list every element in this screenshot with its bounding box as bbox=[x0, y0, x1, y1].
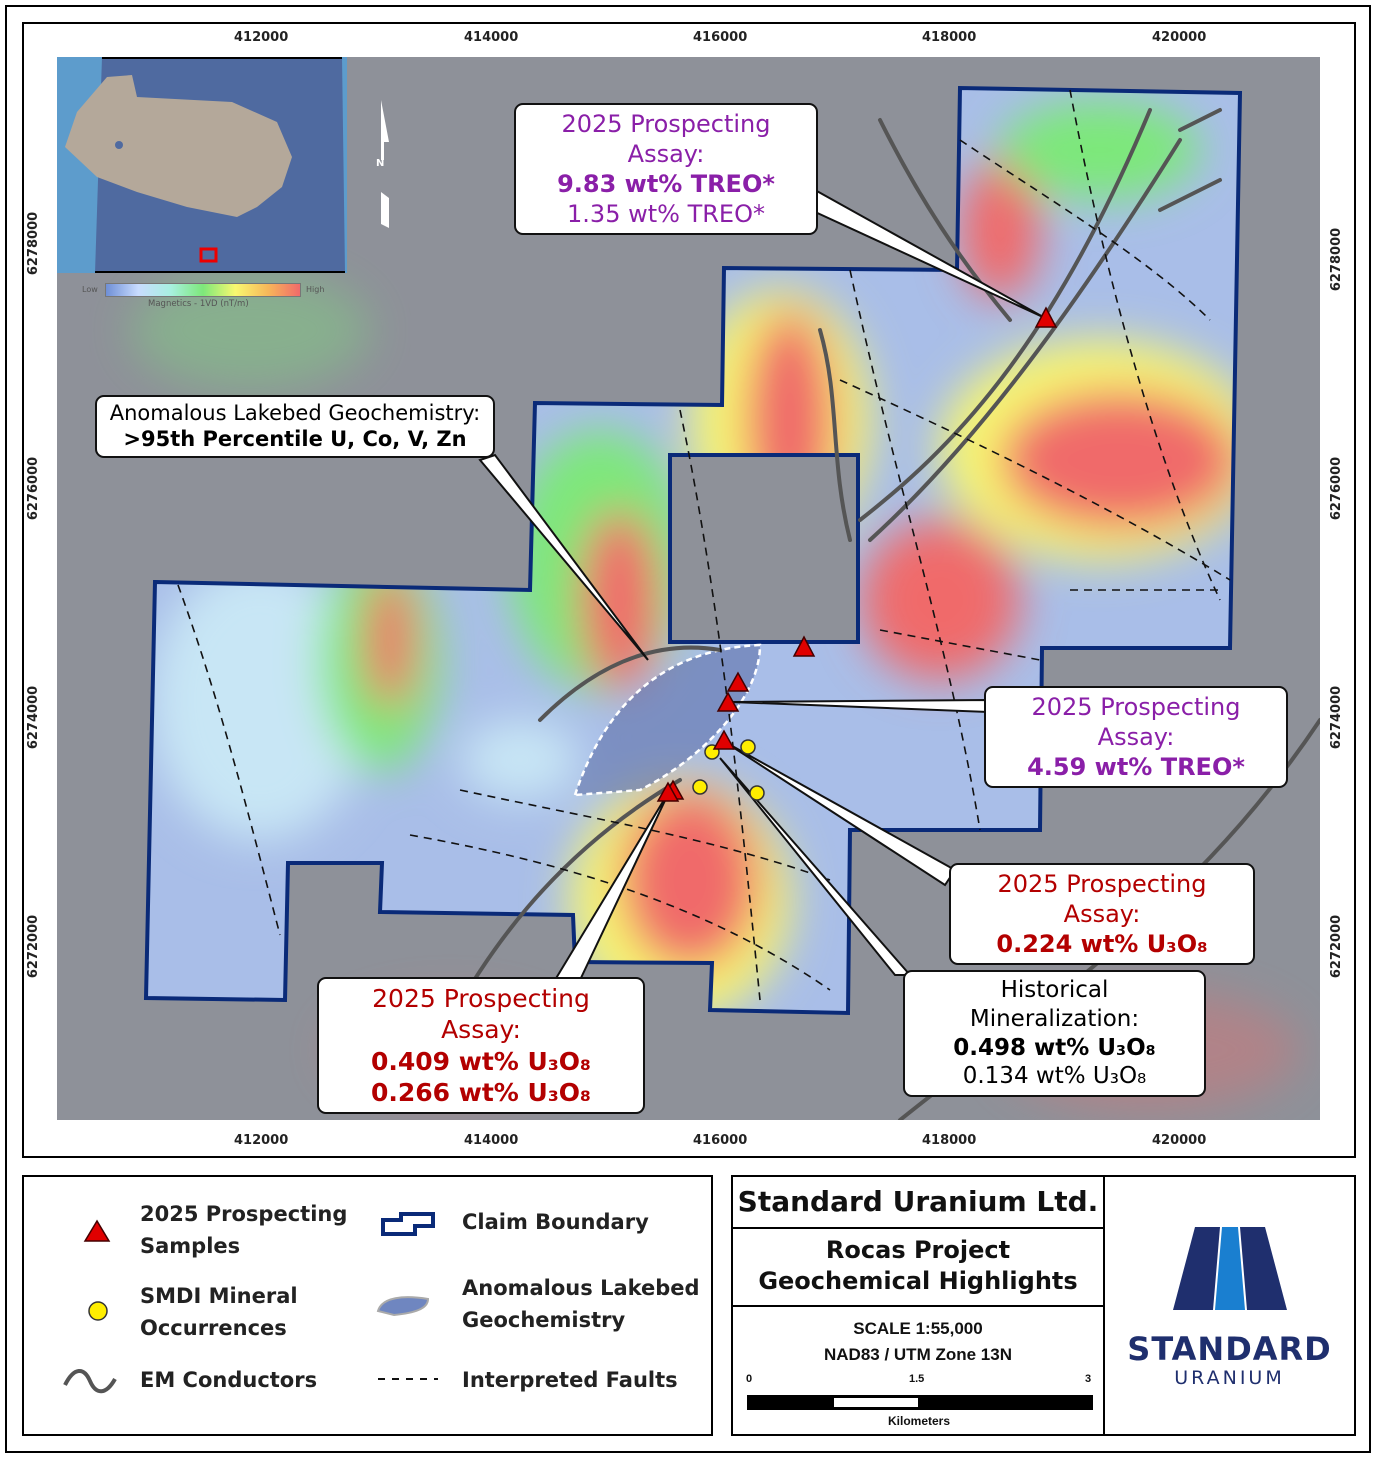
prospecting-samples bbox=[656, 306, 1058, 802]
scale-panel: SCALE 1:55,000 NAD83 / UTM Zone 13N 0 1.… bbox=[733, 1307, 1105, 1434]
north-arrow: N bbox=[376, 100, 390, 228]
legend-prospecting: 2025 Prospecting Samples bbox=[140, 1202, 348, 1258]
triangle-icon bbox=[83, 1219, 111, 1242]
location-inset bbox=[57, 57, 347, 273]
legend-smdi: SMDI Mineral Occurrences bbox=[140, 1284, 298, 1340]
x-tick: 420000 bbox=[1152, 1133, 1207, 1148]
x-tick: 414000 bbox=[464, 1133, 519, 1148]
callout-lakebed: Anomalous Lakebed Geochemistry: >95th Pe… bbox=[95, 395, 495, 458]
colorbar-gradient bbox=[105, 283, 301, 297]
lakebed-outline bbox=[573, 643, 762, 797]
sample-marker bbox=[712, 729, 736, 750]
em-conductor-icon bbox=[63, 1369, 117, 1394]
smdi-marker bbox=[749, 785, 765, 801]
sample-marker bbox=[656, 781, 680, 802]
x-tick: 414000 bbox=[464, 30, 519, 45]
x-tick: 412000 bbox=[234, 30, 289, 45]
fault-icon bbox=[378, 1378, 438, 1380]
x-tick: 416000 bbox=[693, 30, 748, 45]
excluded-claim-area bbox=[668, 453, 860, 644]
callout-u3o8-east: 2025 Prospecting Assay: 0.224 wt% U₃O₈ bbox=[949, 863, 1255, 965]
map-frame bbox=[22, 22, 1356, 1158]
x-tick: 412000 bbox=[234, 1133, 289, 1148]
callout-treo-north: 2025 Prospecting Assay: 9.83 wt% TREO* 1… bbox=[514, 103, 818, 235]
map-canvas[interactable] bbox=[57, 57, 1320, 1120]
sample-marker bbox=[1034, 306, 1058, 328]
sample-marker bbox=[716, 691, 740, 712]
claim-boundary-icon bbox=[381, 1212, 435, 1236]
page-border bbox=[5, 5, 1371, 1453]
x-tick: 420000 bbox=[1152, 30, 1207, 45]
title-block: Standard Uranium Ltd. Rocas Project Geoc… bbox=[731, 1175, 1356, 1436]
company-logo: STANDARD URANIUM bbox=[1105, 1177, 1354, 1434]
x-tick: 418000 bbox=[922, 30, 977, 45]
lakebed-anomaly bbox=[575, 645, 760, 795]
project-title: Rocas Project Geochemical Highlights bbox=[733, 1229, 1105, 1307]
lake-shape bbox=[65, 75, 292, 217]
annotations-layer bbox=[478, 188, 1058, 981]
scale-bar bbox=[747, 1395, 1093, 1410]
legend-claim: Claim Boundary bbox=[462, 1210, 649, 1234]
magnetics-colorbar: Low High Magnetics - 1VD (nT/m) bbox=[82, 283, 325, 309]
logo-mark bbox=[1173, 1227, 1287, 1310]
legend: 2025 Prospecting Samples SMDI Mineral Oc… bbox=[22, 1175, 713, 1436]
project-location-marker bbox=[199, 247, 218, 263]
company-name: Standard Uranium Ltd. bbox=[733, 1177, 1105, 1229]
callout-treo-central: 2025 Prospecting Assay: 4.59 wt% TREO* bbox=[984, 686, 1288, 788]
callout-historical: Historical Mineralization: 0.498 wt% U₃O… bbox=[903, 970, 1206, 1097]
callout-u3o8-south: 2025 Prospecting Assay: 0.409 wt% U₃O₈ 0… bbox=[317, 977, 645, 1114]
sample-marker bbox=[792, 635, 816, 657]
legend-em: EM Conductors bbox=[140, 1368, 318, 1392]
legend-lakebed: Anomalous Lakebed Geochemistry bbox=[462, 1276, 700, 1332]
sample-marker bbox=[726, 671, 750, 692]
x-tick: 416000 bbox=[693, 1133, 748, 1148]
smdi-marker bbox=[692, 779, 708, 795]
x-tick: 418000 bbox=[922, 1133, 977, 1148]
legend-faults: Interpreted Faults bbox=[462, 1368, 678, 1392]
circle-icon bbox=[88, 1301, 108, 1321]
lakebed-icon bbox=[376, 1296, 430, 1317]
smdi-marker bbox=[740, 739, 756, 755]
